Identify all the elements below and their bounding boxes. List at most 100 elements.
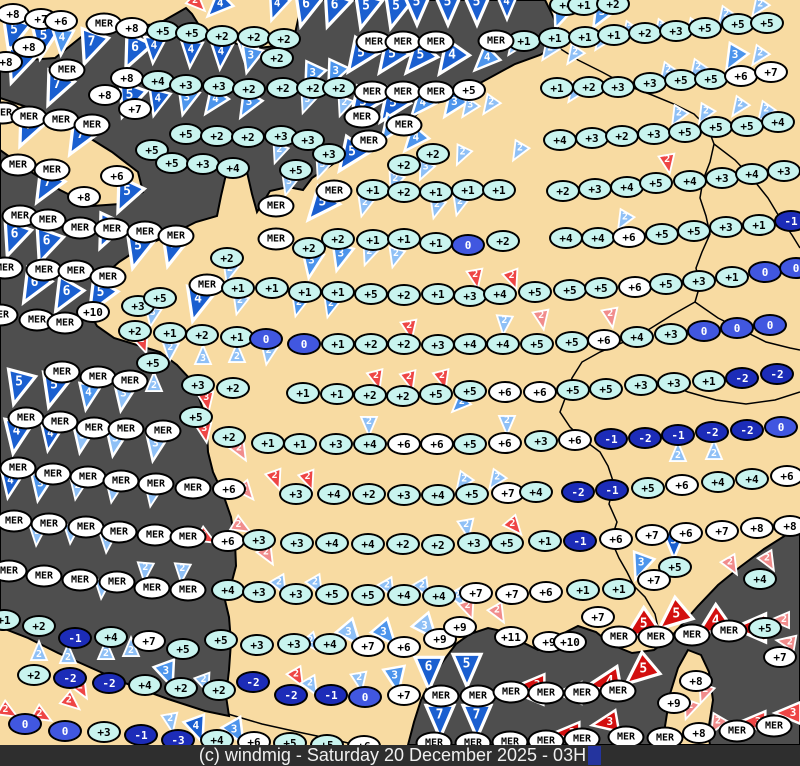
temperature-oval: +5 [699, 116, 733, 138]
wind-cone: 2 [558, 41, 587, 70]
temperature-oval: +5 [490, 532, 524, 554]
temperature-oval: +2 [353, 384, 387, 406]
temperature-oval: +2 [118, 320, 152, 342]
temperature-oval: 0 [687, 320, 721, 342]
temperature-oval: +10 [553, 631, 587, 653]
wind-cone: 2 [296, 467, 322, 495]
temperature-oval: +4 [94, 626, 128, 648]
temperature-oval: +5 [279, 159, 313, 181]
temperature-oval: +2 [321, 228, 355, 250]
wind-cone: 6 [310, 0, 356, 35]
wind-cone: 2 [134, 560, 156, 585]
sea-label: MER [25, 258, 63, 282]
temperature-oval: +6 [211, 530, 245, 552]
temperature-oval: +3 [279, 583, 313, 605]
temperature-oval: +2 [164, 677, 198, 699]
temperature-oval: +3 [578, 178, 612, 200]
temperature-oval: -2 [628, 427, 662, 449]
wind-cone: 2 [227, 340, 247, 364]
temperature-oval: -1 [774, 210, 800, 232]
sea-label: MER [0, 153, 37, 177]
wind-cone: 2 [227, 513, 256, 541]
temperature-oval: +7 [351, 635, 385, 657]
temperature-oval: -1 [58, 627, 92, 649]
temperature-oval: +2 [260, 47, 294, 69]
sea-label: MER [61, 568, 99, 592]
temperature-oval: +2 [17, 664, 51, 686]
temperature-oval: -2 [236, 671, 270, 693]
temperature-oval: +2 [386, 385, 420, 407]
wind-cone: 3 [233, 42, 267, 78]
temperature-oval: +6 [612, 226, 646, 248]
sea-label: MER [67, 515, 105, 539]
temperature-oval: +1 [356, 229, 390, 251]
temperature-oval: +2 [416, 143, 450, 165]
sea-label: MER [79, 365, 117, 389]
sea-label: MER [73, 113, 111, 137]
wind-cone: 2 [500, 512, 529, 542]
temperature-oval: +2 [185, 324, 219, 346]
temperature-oval: +3 [524, 430, 558, 452]
temperature-oval: +3 [312, 143, 346, 165]
wind-cone: 2 [183, 0, 213, 19]
sea-label: MER [30, 512, 68, 536]
sea-label: MER [157, 224, 195, 248]
sea-label: MER [355, 30, 393, 54]
temperature-oval: +1 [255, 277, 289, 299]
temperature-oval: +3 [624, 374, 658, 396]
temperature-oval: +3 [277, 633, 311, 655]
sea-label: MER [385, 113, 423, 137]
wind-cone: 2 [485, 599, 513, 628]
wind-cone: 2 [500, 266, 526, 294]
temperature-oval: +3 [202, 75, 236, 97]
sea-label: MER [136, 523, 174, 547]
sea-label: MER [673, 623, 711, 647]
temperature-oval: +2 [266, 77, 300, 99]
sea-label: MER [144, 419, 182, 443]
temperature-oval: +1 [286, 382, 320, 404]
sea-label: MER [0, 456, 37, 480]
temperature-oval: -2 [53, 667, 87, 689]
temperature-oval: 0 [48, 720, 82, 742]
temperature-oval: +1 [566, 579, 600, 601]
temperature-oval: +6 [724, 65, 758, 87]
temperature-oval: +1 [0, 609, 21, 631]
temperature-oval: +8 [773, 515, 800, 537]
temperature-oval: +7 [132, 630, 166, 652]
temperature-oval: -2 [730, 419, 764, 441]
wind-cone: 5 [450, 651, 485, 691]
temperature-oval: 0 [720, 317, 754, 339]
temperature-oval: +2 [354, 333, 388, 355]
wind-cone: 5 [460, 0, 495, 29]
temperature-oval: +7 [387, 684, 421, 706]
temperature-oval: +5 [730, 115, 764, 137]
wind-cone: 2 [144, 369, 164, 393]
wind-cone: 3 [367, 615, 407, 655]
temperature-oval: 0 [8, 713, 42, 735]
temperature-oval: +9 [657, 692, 691, 714]
temperature-oval: 0 [764, 416, 798, 438]
temperature-oval: 0 [249, 328, 283, 350]
sea-label: MER [350, 129, 388, 153]
temperature-oval: +4 [761, 111, 795, 133]
wind-cone: 2 [773, 630, 798, 654]
temperature-oval: +6 [669, 522, 703, 544]
temperature-oval: -2 [92, 672, 126, 694]
temperature-oval: +3 [319, 433, 353, 455]
temperature-oval: +2 [546, 180, 580, 202]
sea-label: MER [718, 719, 756, 743]
temperature-oval: +7 [637, 569, 671, 591]
temperature-oval: +5 [694, 68, 728, 90]
sea-label: MER [563, 681, 601, 705]
wind-cone: 2 [58, 641, 78, 665]
temperature-oval: +7 [705, 520, 739, 542]
temperature-oval: -1 [563, 530, 597, 552]
temperature-oval: +4 [216, 157, 250, 179]
wind-cone: 2 [609, 206, 637, 235]
wind-cone: 2 [159, 710, 183, 735]
temperature-oval: +3 [601, 76, 635, 98]
wind-cone: 2 [298, 672, 326, 701]
temperature-oval: +5 [688, 17, 722, 39]
wind-cone: 2 [656, 151, 680, 176]
